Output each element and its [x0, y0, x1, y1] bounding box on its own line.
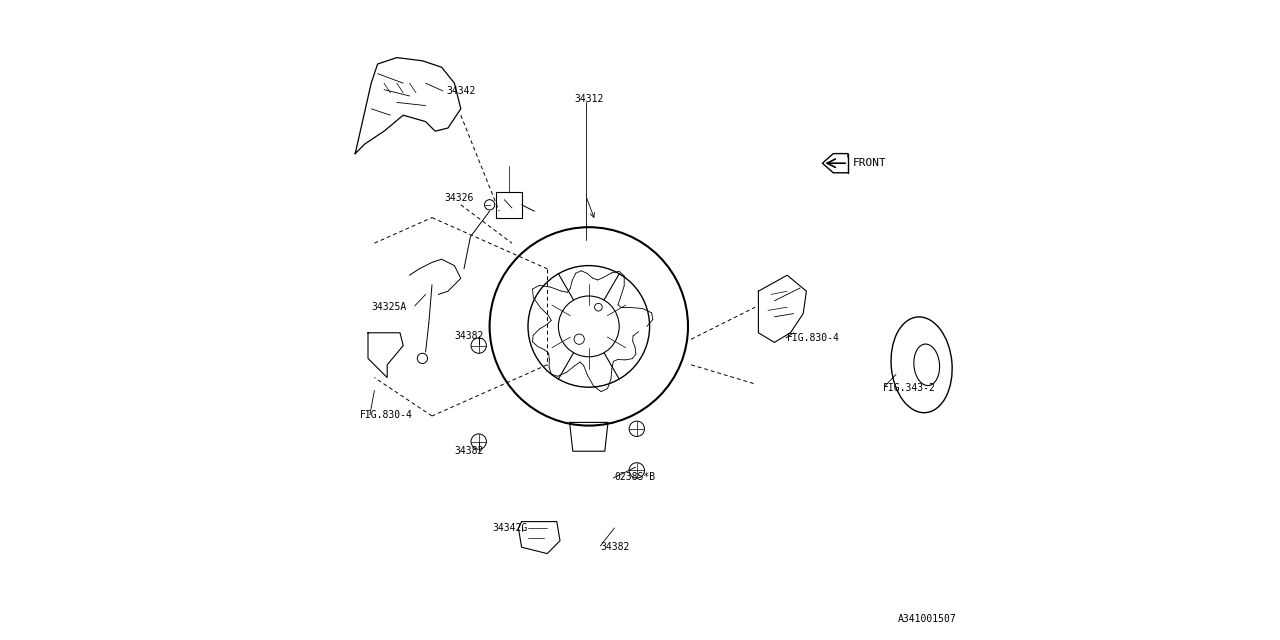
Text: 34382: 34382 — [600, 542, 630, 552]
Text: 34382: 34382 — [454, 446, 484, 456]
Ellipse shape — [891, 317, 952, 413]
Text: A341001507: A341001507 — [899, 614, 957, 624]
Text: 34326: 34326 — [444, 193, 474, 204]
Text: 34312: 34312 — [575, 94, 603, 104]
Text: 34325A: 34325A — [371, 302, 407, 312]
Text: 34342G: 34342G — [493, 523, 529, 533]
Text: 0238S*B: 0238S*B — [614, 472, 655, 482]
Text: FIG.343-2: FIG.343-2 — [883, 383, 936, 394]
Text: FIG.830-4: FIG.830-4 — [360, 410, 412, 420]
Text: 34382: 34382 — [454, 331, 484, 341]
Text: FRONT: FRONT — [854, 158, 887, 168]
Text: 34342: 34342 — [447, 86, 475, 96]
Text: FIG.830-4: FIG.830-4 — [787, 333, 840, 343]
